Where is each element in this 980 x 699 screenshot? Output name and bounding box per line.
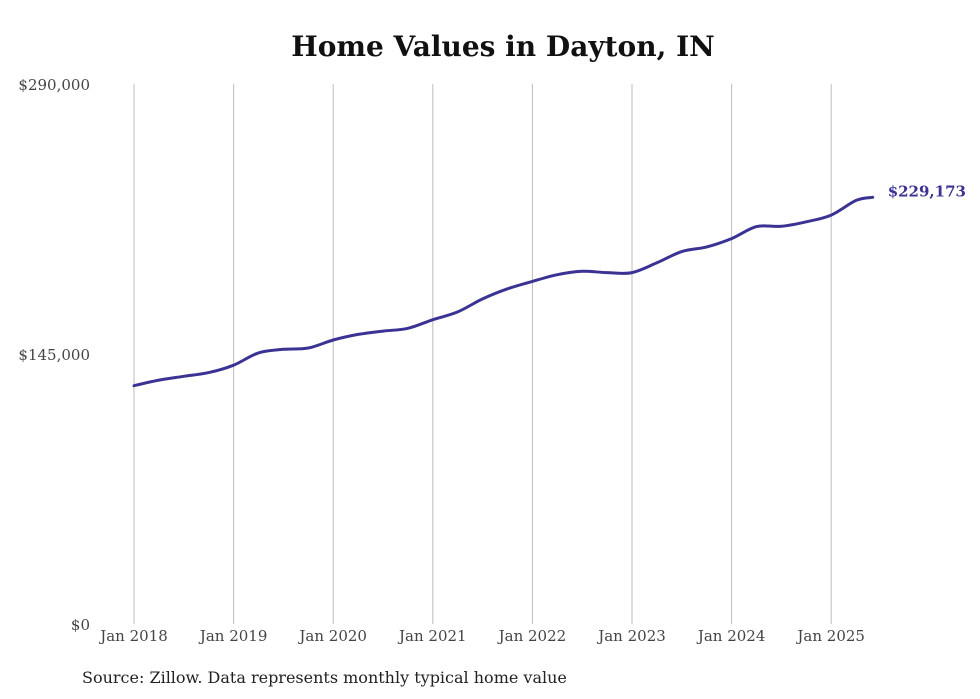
source-note: Source: Zillow. Data represents monthly … — [82, 668, 567, 687]
chart-title: Home Values in Dayton, IN — [291, 30, 715, 63]
end-labels: $229,173 — [888, 182, 966, 200]
y-tick-label-2: $290,000 — [18, 76, 90, 94]
series — [132, 195, 875, 388]
gridlines — [133, 84, 832, 624]
y-axis-ticks: $0 $145,000 $290,000 — [18, 76, 90, 634]
x-tick-label-7: Jan 2025 — [795, 627, 865, 645]
x-tick-label-1: Jan 2019 — [198, 627, 268, 645]
end-value-label: $229,173 — [888, 182, 966, 200]
x-tick-label-3: Jan 2021 — [397, 627, 467, 645]
x-axis-ticks: Jan 2018 Jan 2019 Jan 2020 Jan 2021 Jan 2022… — [98, 627, 865, 645]
x-tick-label-6: Jan 2024 — [696, 627, 766, 645]
x-tick-label-4: Jan 2022 — [497, 627, 567, 645]
y-tick-label-1: $145,000 — [18, 346, 90, 364]
x-tick-label-0: Jan 2018 — [98, 627, 168, 645]
x-tick-label-5: Jan 2023 — [596, 627, 666, 645]
series-line-0 — [132, 195, 875, 388]
x-tick-label-2: Jan 2020 — [297, 627, 367, 645]
y-tick-label-0: $0 — [71, 616, 90, 634]
